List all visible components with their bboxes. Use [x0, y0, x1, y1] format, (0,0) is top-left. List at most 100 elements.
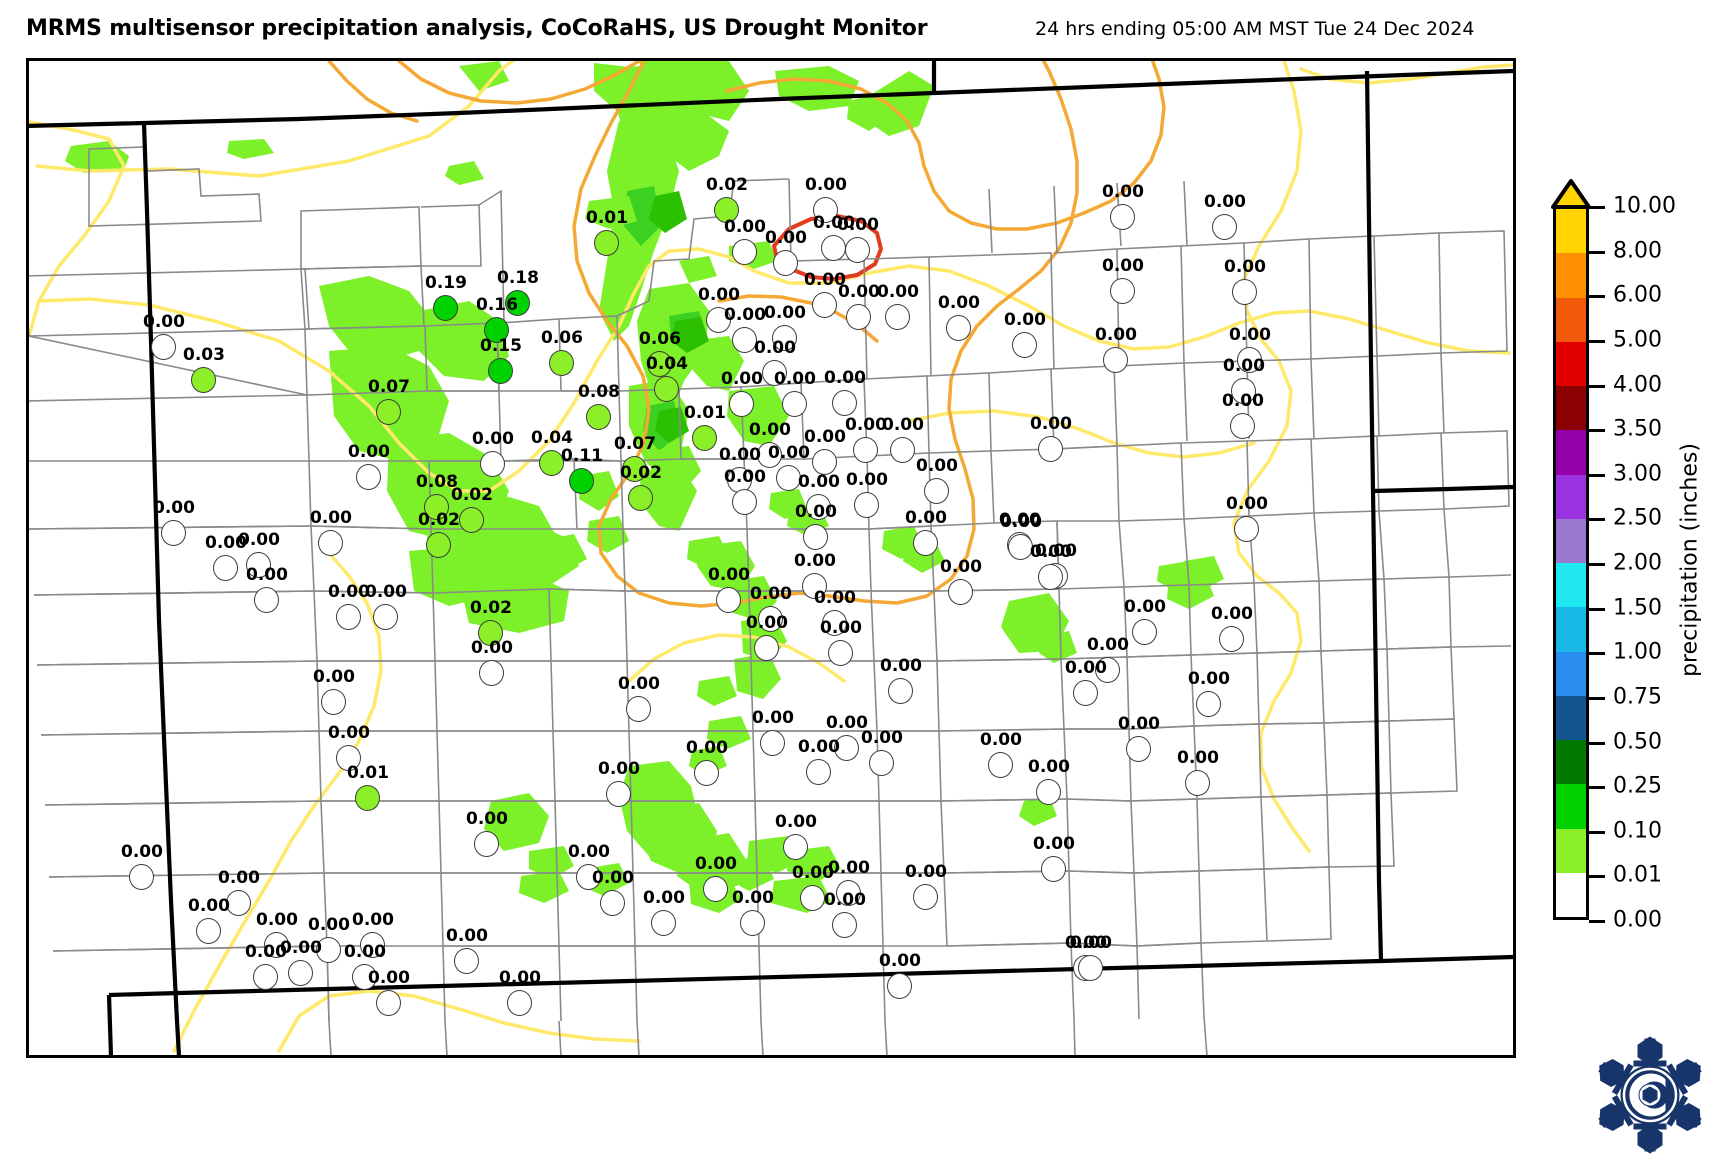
station-marker[interactable]: 0.04 — [531, 428, 573, 476]
station-marker[interactable]: 0.00 — [1030, 542, 1072, 590]
station-marker[interactable]: 0.00 — [1211, 604, 1253, 652]
station-marker[interactable]: 0.00 — [861, 728, 903, 776]
station-marker[interactable]: 0.07 — [614, 434, 656, 482]
station-marker[interactable]: 0.00 — [352, 910, 394, 958]
station-marker[interactable]: 0.00 — [879, 951, 921, 999]
station-marker[interactable]: 0.00 — [798, 472, 840, 520]
station-marker[interactable]: 0.00 — [1118, 714, 1160, 762]
station-marker[interactable]: 0.00 — [824, 368, 866, 416]
station-marker[interactable]: 0.00 — [724, 467, 766, 515]
station-marker[interactable]: 0.00 — [1087, 635, 1129, 683]
station-marker[interactable]: 0.00 — [1177, 748, 1219, 796]
station-marker[interactable]: 0.00 — [752, 708, 794, 756]
station-marker[interactable]: 0.00 — [280, 938, 322, 986]
station-marker[interactable]: 0.00 — [749, 420, 791, 468]
station-marker[interactable]: 0.00 — [794, 551, 836, 599]
station-marker[interactable]: 0.00 — [592, 868, 634, 916]
station-marker[interactable]: 0.00 — [695, 854, 737, 902]
station-marker[interactable]: 0.00 — [1222, 391, 1264, 439]
station-marker[interactable]: 0.00 — [1226, 494, 1268, 542]
station-marker[interactable]: 0.00 — [880, 656, 922, 704]
station-marker[interactable]: 0.00 — [708, 565, 750, 613]
station-marker[interactable]: 0.00 — [188, 896, 230, 944]
station-marker[interactable]: 0.00 — [446, 926, 488, 974]
station-marker[interactable]: 0.03 — [183, 345, 225, 393]
station-marker[interactable]: 0.00 — [820, 618, 862, 666]
station-marker[interactable]: 0.00 — [153, 498, 195, 546]
station-marker[interactable]: 0.02 — [620, 463, 662, 511]
station-marker[interactable]: 0.00 — [980, 730, 1022, 778]
station-marker[interactable]: 0.02 — [418, 510, 460, 558]
station-marker[interactable]: 0.00 — [1030, 414, 1072, 462]
station-marker[interactable]: 0.00 — [764, 303, 806, 351]
station-marker[interactable]: 0.02 — [451, 485, 493, 533]
station-marker[interactable]: 0.00 — [466, 809, 508, 857]
station-marker[interactable]: 0.06 — [541, 328, 583, 376]
station-marker[interactable]: 0.00 — [143, 312, 185, 360]
station-marker[interactable]: 0.00 — [765, 228, 807, 276]
station-marker[interactable]: 0.00 — [643, 888, 685, 936]
station-marker[interactable]: 0.00 — [838, 282, 880, 330]
station-marker[interactable]: 0.01 — [347, 763, 389, 811]
station-marker[interactable]: 0.00 — [1124, 597, 1166, 645]
station-marker[interactable]: 0.00 — [1000, 512, 1042, 560]
station-marker[interactable]: 0.11 — [561, 446, 603, 494]
station-marker[interactable]: 0.00 — [795, 502, 837, 550]
station-marker[interactable]: 0.00 — [246, 565, 288, 613]
station-marker[interactable]: 0.00 — [792, 863, 834, 911]
station-marker[interactable]: 0.00 — [686, 738, 728, 786]
station-marker[interactable]: 0.01 — [684, 403, 726, 451]
station-marker[interactable]: 0.00 — [877, 282, 919, 330]
station-marker[interactable]: 0.00 — [308, 915, 350, 963]
station-marker[interactable]: 0.18 — [497, 268, 539, 316]
station-marker[interactable]: 0.00 — [774, 369, 816, 417]
station-marker[interactable]: 0.00 — [837, 215, 879, 263]
station-marker[interactable]: 0.00 — [348, 442, 390, 490]
station-marker[interactable]: 0.00 — [1188, 669, 1230, 717]
station-marker[interactable]: 0.00 — [846, 470, 888, 518]
station-marker[interactable]: 0.19 — [425, 273, 467, 321]
station-marker[interactable]: 0.00 — [499, 968, 541, 1016]
station-marker[interactable]: 0.00 — [882, 415, 924, 463]
station-marker[interactable]: 0.00 — [238, 530, 280, 578]
station-marker[interactable]: 0.15 — [480, 336, 522, 384]
station-marker[interactable]: 0.00 — [732, 888, 774, 936]
station-marker[interactable]: 0.00 — [328, 723, 370, 771]
station-marker[interactable]: 0.00 — [826, 713, 868, 761]
station-marker[interactable]: 0.00 — [310, 508, 352, 556]
station-marker[interactable]: 0.00 — [746, 613, 788, 661]
station-marker[interactable]: 0.04 — [646, 354, 688, 402]
station-marker[interactable]: 0.00 — [724, 305, 766, 353]
station-marker[interactable]: 0.00 — [344, 942, 386, 990]
station-marker[interactable]: 0.00 — [618, 674, 660, 722]
station-marker[interactable]: 0.00 — [719, 445, 761, 493]
station-marker[interactable]: 0.00 — [768, 443, 810, 491]
station-marker[interactable]: 0.00 — [368, 968, 410, 1016]
station-marker[interactable]: 0.00 — [1028, 757, 1070, 805]
station-marker[interactable]: 0.16 — [476, 295, 518, 343]
station-marker[interactable]: 0.08 — [416, 472, 458, 520]
station-marker[interactable]: 0.00 — [205, 533, 247, 581]
station-marker[interactable]: 0.00 — [698, 285, 740, 333]
station-marker[interactable]: 0.00 — [805, 175, 847, 223]
station-marker[interactable]: 0.00 — [824, 890, 866, 938]
station-marker[interactable]: 0.00 — [750, 584, 792, 632]
station-marker[interactable]: 0.00 — [365, 582, 407, 630]
station-marker[interactable]: 0.00 — [940, 557, 982, 605]
station-marker[interactable]: 0.00 — [1095, 325, 1137, 373]
station-marker[interactable]: 0.00 — [328, 582, 370, 630]
precipitation-map[interactable]: 0.00 0.03 0.07 0.00 0.08 0.02 0.00 0.00 0.02 0.00… — [26, 58, 1516, 1058]
station-marker[interactable]: 0.00 — [804, 270, 846, 318]
station-marker[interactable]: 0.00 — [798, 737, 840, 785]
station-marker[interactable]: 0.00 — [1224, 257, 1266, 305]
station-marker[interactable]: 0.00 — [721, 369, 763, 417]
station-marker[interactable]: 0.00 — [1229, 325, 1271, 373]
station-marker[interactable]: 0.00 — [828, 858, 870, 906]
station-marker[interactable]: 0.00 — [471, 638, 513, 686]
station-marker[interactable]: 0.01 — [586, 208, 628, 256]
station-marker[interactable]: 0.00 — [938, 293, 980, 341]
station-marker[interactable]: 0.00 — [845, 415, 887, 463]
station-marker[interactable]: 0.02 — [706, 175, 748, 223]
station-marker[interactable]: 0.00 — [1102, 182, 1144, 230]
station-marker[interactable]: 0.00 — [1065, 658, 1107, 706]
